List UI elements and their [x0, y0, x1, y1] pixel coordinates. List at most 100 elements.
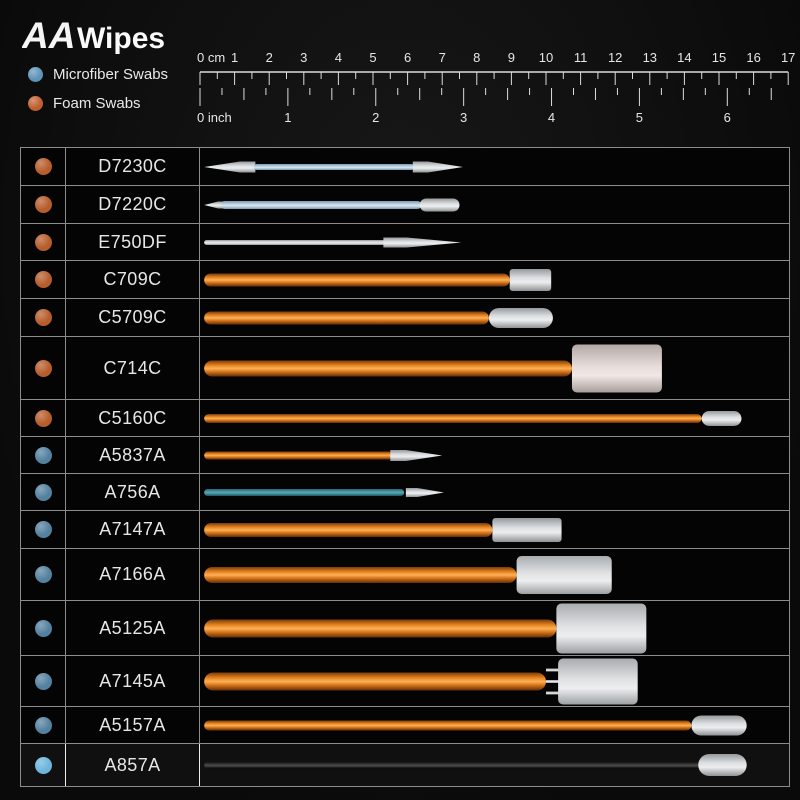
table-row: E750DF	[21, 224, 789, 261]
category-dot	[34, 446, 52, 464]
swab-rect	[492, 517, 562, 542]
inch-zero-label: 0 inch	[197, 110, 232, 125]
table-row: C714C	[21, 337, 789, 400]
category-dot	[34, 566, 52, 583]
swab-shaft	[253, 163, 415, 170]
product-code: C5160C	[66, 400, 200, 437]
table-row: A857A	[21, 744, 789, 786]
cm-scale: 0 cm 1 2 3 4 5 6 7 8 9 10 11 12 13 14 15 16 17	[197, 50, 795, 85]
category-dot	[34, 233, 52, 251]
product-code: A7166A	[66, 549, 200, 601]
swab-graphic	[204, 658, 638, 704]
table-row: A756A	[21, 474, 789, 511]
cm-label: 6	[404, 50, 411, 65]
inch-scale: 0 inch 1 2 3 4 5 6	[197, 88, 772, 125]
cm-label: 4	[335, 50, 342, 65]
cm-label: 17	[781, 50, 795, 65]
cm-label: 15	[712, 50, 726, 65]
swab-illustration-cell	[200, 437, 789, 474]
product-code: A857A	[66, 744, 200, 786]
swab-graphic	[204, 307, 553, 328]
swab-illustration-cell	[200, 186, 789, 224]
inch-label: 4	[548, 110, 555, 125]
swab-graphic	[204, 410, 742, 426]
swab-shaft	[204, 522, 493, 537]
category-dot-cell	[21, 186, 66, 224]
swab-shaft	[204, 239, 387, 245]
category-dot	[34, 309, 52, 326]
category-dot	[34, 521, 52, 538]
category-dot	[34, 672, 52, 690]
inch-label: 1	[284, 110, 291, 125]
category-dot	[34, 756, 52, 774]
swab-illustration-cell	[200, 337, 789, 400]
category-dot	[34, 158, 52, 175]
category-dot	[34, 271, 52, 288]
swab-graphic	[204, 754, 747, 776]
swab-shaft	[204, 488, 405, 496]
swab-pointed-tip	[412, 161, 463, 172]
cm-label: 5	[369, 50, 376, 65]
swab-illustration-cell	[200, 601, 789, 656]
table-row: A7145A	[21, 656, 789, 707]
swab-illustration-cell	[200, 261, 789, 299]
category-dot-cell	[21, 148, 66, 186]
legend-label-foam: Foam Swabs	[53, 95, 141, 112]
swab-shaft	[204, 672, 547, 690]
swab-graphic	[204, 344, 662, 392]
swab-graphic	[204, 517, 562, 542]
cm-label: 8	[473, 50, 480, 65]
swab-paddle	[516, 555, 612, 594]
swab-illustration-cell	[200, 656, 789, 707]
table-row: A5125A	[21, 601, 789, 656]
swab-oval	[698, 754, 747, 776]
swab-paddle	[558, 658, 638, 704]
category-dot	[34, 409, 52, 427]
swab-graphic	[204, 268, 552, 291]
category-dot-cell	[21, 437, 66, 474]
product-code: E750DF	[66, 224, 200, 261]
swab-table: D7230C D7220C E750DF C709C	[20, 147, 790, 787]
product-code: C714C	[66, 337, 200, 400]
cm-label: 1	[231, 50, 238, 65]
inch-label: 3	[460, 110, 467, 125]
category-dot-cell	[21, 549, 66, 601]
swab-illustration-cell	[200, 224, 789, 261]
swab-fork-tine	[546, 668, 562, 671]
cm-label: 14	[677, 50, 691, 65]
table-row: C709C	[21, 261, 789, 299]
swab-illustration-cell	[200, 474, 789, 511]
swab-fork-tine	[546, 691, 562, 694]
swab-graphic	[204, 487, 444, 497]
category-dot-cell	[21, 511, 66, 549]
swab-shaft	[204, 451, 394, 459]
swab-shaft	[204, 360, 572, 376]
legend: Microfiber Swabs Foam Swabs	[28, 66, 168, 112]
swab-pointed-tip	[390, 449, 443, 461]
table-row: D7230C	[21, 148, 789, 186]
swab-illustration-cell	[200, 511, 789, 549]
category-dot-cell	[21, 601, 66, 656]
table-row: A5837A	[21, 437, 789, 474]
cm-label: 3	[300, 50, 307, 65]
cm-label: 9	[508, 50, 515, 65]
swab-oval	[691, 715, 747, 735]
swab-graphic	[204, 237, 462, 247]
cm-label: 2	[266, 50, 273, 65]
legend-item-microfiber: Microfiber Swabs	[28, 66, 168, 83]
swab-graphic	[204, 555, 612, 594]
swab-oval	[419, 198, 460, 211]
cm-label: 13	[643, 50, 657, 65]
category-dot	[34, 196, 52, 213]
table-row: A7166A	[21, 549, 789, 601]
swab-shaft	[204, 413, 702, 423]
category-dot	[34, 619, 52, 637]
product-code: D7230C	[66, 148, 200, 186]
table-row: A5157A	[21, 707, 789, 744]
swab-illustration-cell	[200, 299, 789, 337]
swab-graphic	[204, 603, 647, 653]
swab-shaft	[204, 619, 557, 637]
category-dot-cell	[21, 261, 66, 299]
swab-illustration-cell	[200, 148, 789, 186]
